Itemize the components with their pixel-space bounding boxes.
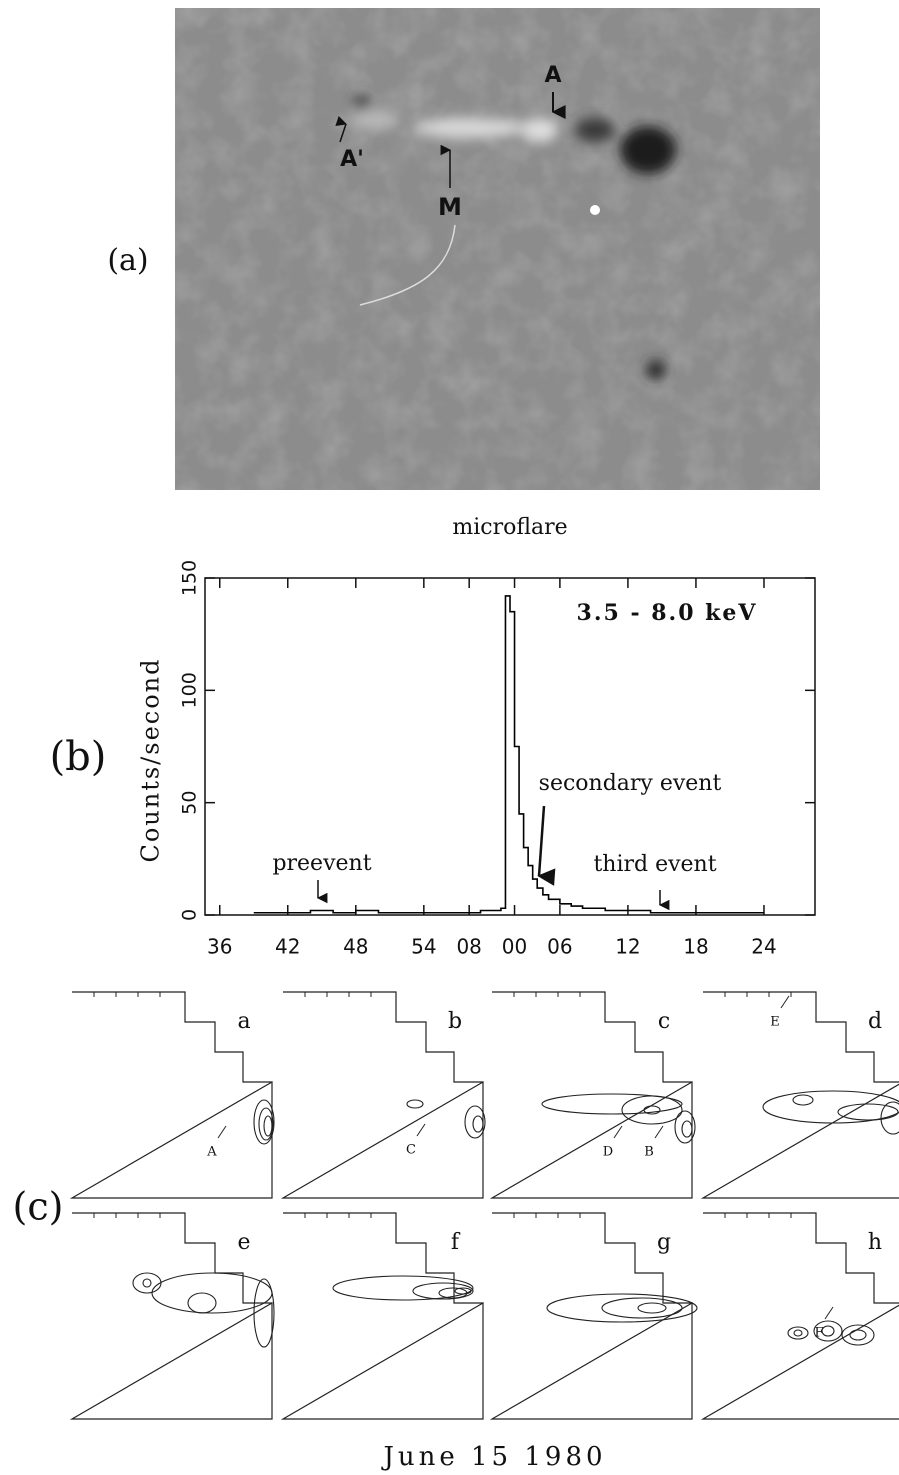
feature-label: F: [814, 1326, 823, 1341]
y-tick-label: 50: [179, 791, 201, 815]
x-tick-label: 00: [502, 935, 527, 959]
x-tick-label: 06: [547, 935, 572, 959]
caption: June 15 1980: [380, 1442, 606, 1472]
contour: [622, 1096, 682, 1124]
map-label: d: [868, 1009, 882, 1034]
contour: [794, 1330, 802, 1336]
x-tick-label: 36: [207, 935, 232, 959]
map-label: b: [448, 1009, 462, 1034]
feature-label: A: [206, 1145, 217, 1160]
annotation: 3.5 - 8.0 keV: [577, 600, 758, 626]
contour: [143, 1279, 151, 1287]
y-tick-label: 100: [179, 672, 201, 708]
feature-label: D: [603, 1145, 613, 1160]
feature-label: C: [406, 1143, 416, 1158]
x-tick-label: 08: [456, 935, 481, 959]
contour-map: aA: [72, 992, 274, 1198]
panel-label: (a): [107, 243, 148, 278]
map-label: f: [451, 1230, 461, 1255]
x-tick-label: 42: [275, 935, 300, 959]
x-tick-label: 24: [751, 935, 776, 959]
arrow: [539, 806, 544, 876]
map-label: h: [868, 1230, 882, 1255]
image-annotation: M: [438, 193, 462, 221]
y-tick-label: 150: [179, 560, 201, 596]
feature-pointer: [825, 1307, 833, 1319]
contour: [644, 1106, 660, 1114]
y-axis-label: Counts/second: [137, 657, 165, 862]
annotation: preevent: [272, 851, 371, 876]
contour: [838, 1104, 898, 1120]
contour: [547, 1294, 697, 1322]
map-label: e: [237, 1230, 250, 1255]
panel-label: (b): [50, 734, 107, 780]
x-tick-label: 12: [615, 935, 640, 959]
contour: [602, 1298, 682, 1318]
feature-pointer: [614, 1126, 622, 1138]
annotation: secondary event: [539, 771, 722, 796]
contour: [793, 1095, 813, 1105]
contour: [822, 1326, 834, 1336]
contour: [850, 1330, 866, 1340]
contour-map: c D B: [492, 992, 695, 1198]
panel-label: (c): [13, 1185, 64, 1229]
contour: [465, 1106, 485, 1138]
annotation: third event: [593, 852, 716, 877]
y-tick-label: 0: [179, 909, 201, 921]
contour-map: e: [72, 1213, 274, 1419]
contour-map: hF: [703, 1213, 899, 1419]
contour-map: f: [283, 1213, 483, 1419]
contour: [788, 1327, 808, 1339]
feature-pointer: [655, 1126, 663, 1138]
contour: [455, 1288, 471, 1294]
contour: [188, 1293, 216, 1313]
contour: [638, 1303, 666, 1313]
chart-title: microflare: [452, 515, 567, 540]
contour: [682, 1121, 692, 1137]
x-tick-label: 48: [343, 935, 368, 959]
contour: [264, 1116, 272, 1136]
solar-image: [175, 8, 820, 490]
contour-map: g: [492, 1213, 697, 1419]
feature-pointer: [417, 1124, 425, 1136]
contour: [473, 1116, 483, 1132]
x-tick-label: 18: [683, 935, 708, 959]
map-label: c: [658, 1009, 670, 1034]
feature-label: B: [644, 1145, 654, 1160]
contour: [254, 1279, 274, 1347]
map-label: a: [237, 1009, 250, 1034]
contour-map: dE: [703, 992, 899, 1198]
contour: [133, 1273, 161, 1293]
x-tick-label: 54: [411, 935, 436, 959]
feature-pointer: [218, 1126, 226, 1138]
feature-label: E: [770, 1015, 780, 1030]
contour-map: bC: [283, 992, 485, 1198]
contour: [407, 1100, 423, 1108]
image-annotation: A: [544, 63, 561, 88]
feature-pointer: [781, 996, 789, 1008]
image-annotation: A': [340, 147, 364, 172]
map-label: g: [657, 1230, 671, 1255]
figure: (a) A A' M microflare (b) Counts/second …: [0, 0, 899, 1475]
